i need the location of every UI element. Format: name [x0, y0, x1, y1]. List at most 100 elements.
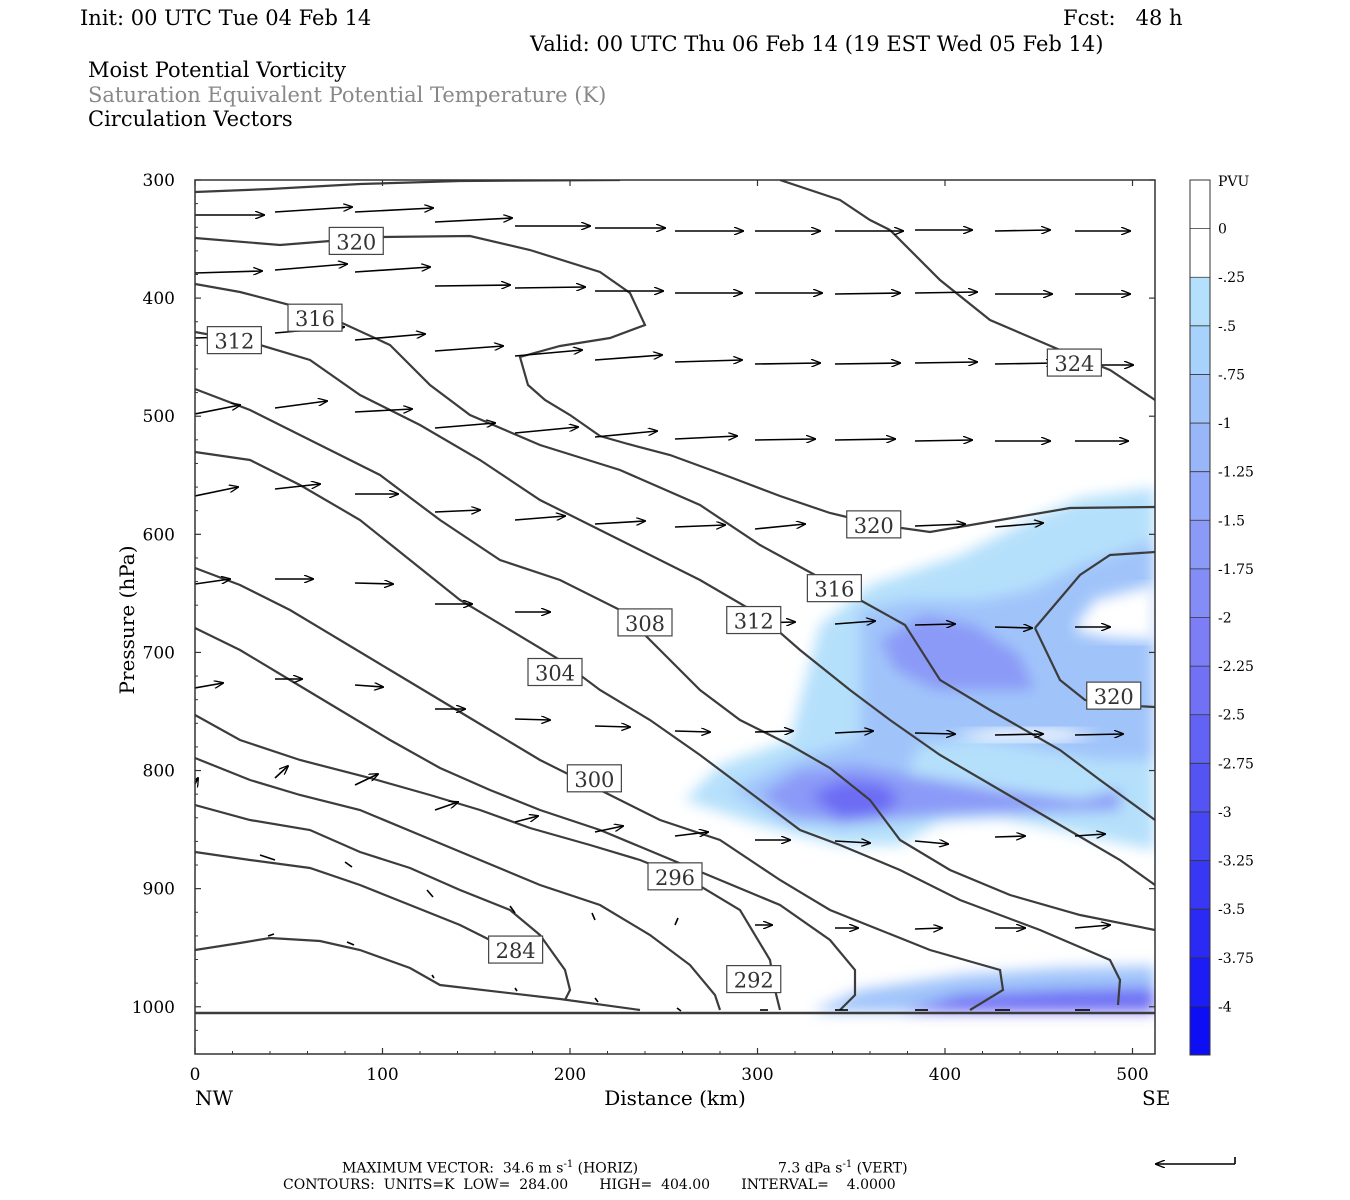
circulation-vector — [426, 889, 434, 898]
field-title-vectors: Circulation Vectors — [88, 107, 293, 131]
colorbar-swatch — [1190, 180, 1210, 230]
pv-region-strong-upper — [880, 615, 1035, 690]
contour-label-box — [726, 605, 782, 635]
colorbar-label: -3.25 — [1218, 854, 1254, 870]
colorbar-swatch — [1190, 811, 1210, 862]
contour-label: 316 — [295, 307, 335, 331]
circulation-vector — [594, 726, 630, 727]
circulation-vector — [834, 439, 895, 440]
circulation-vector — [514, 816, 538, 823]
x-axis-right-label: SE — [1142, 1086, 1170, 1110]
circulation-vector — [195, 683, 223, 689]
circulation-vector — [344, 861, 353, 868]
plot-frame — [194, 179, 1156, 1055]
circulation-vector — [676, 1007, 682, 1012]
x-tick-label: 400 — [929, 1065, 961, 1085]
circulation-vector — [1074, 834, 1105, 836]
circulation-vector — [834, 731, 873, 733]
circulation-vector — [994, 836, 1025, 837]
circulation-vector — [754, 439, 815, 440]
field-title-thetae: Saturation Equivalent Potential Temperat… — [88, 83, 607, 107]
y-tick-label: 400 — [143, 289, 175, 309]
circulation-vector — [434, 510, 480, 512]
contour-label: 324 — [1054, 352, 1094, 376]
circulation-vector — [274, 484, 320, 490]
circulation-vector — [514, 427, 578, 434]
circulation-vector — [834, 363, 900, 364]
contour-label-box — [488, 935, 544, 964]
circulation-vector — [434, 218, 512, 223]
colorbar-label: -2.25 — [1218, 659, 1254, 675]
contour-line — [779, 180, 891, 231]
circulation-vector — [434, 346, 503, 352]
pv-shading — [685, 488, 1155, 1012]
contour-label-box — [287, 303, 343, 332]
colorbar-swatch — [1190, 714, 1210, 764]
colorbar-swatch — [1190, 666, 1210, 716]
circulation-vector — [509, 905, 516, 914]
contour-line — [1034, 550, 1155, 629]
max-vector-vert-line: 7.3 dPa s-1 (VERT) — [778, 1157, 908, 1177]
circulation-vector — [754, 731, 793, 732]
contour-line — [195, 850, 531, 963]
circulation-vector — [1074, 734, 1123, 735]
colorbar-swatch — [1190, 909, 1210, 959]
contour-line — [195, 450, 1122, 1006]
circulation-vector — [994, 523, 1043, 528]
x-axis-title: Distance (km) — [604, 1086, 746, 1110]
forecast-hour: Fcst: 48 h — [1063, 6, 1183, 30]
circulation-vector — [674, 832, 708, 836]
valid-time: Valid: 00 UTC Thu 06 Feb 14 (19 EST Wed … — [530, 32, 1104, 56]
circulation-vector — [354, 583, 393, 584]
circulation-vector — [274, 766, 288, 779]
y-tick-label: 500 — [143, 407, 175, 427]
circulation-vectors — [195, 207, 1133, 1012]
circulation-vector — [354, 774, 378, 786]
colorbar-label: -.75 — [1218, 367, 1245, 383]
colorbar-label: -.5 — [1218, 319, 1236, 335]
max-vector-horiz: 34.6 m s — [502, 1160, 564, 1177]
circulation-vector — [354, 685, 383, 687]
max-vector-vert: 7.3 dPa s — [778, 1160, 843, 1177]
contour-label-box — [846, 510, 902, 539]
contour-label-box — [806, 574, 862, 603]
colorbar: PVU 0 -.25 -.5 -.75 -1 -1.25 -1.5 -1.75 -2 -2.25 -2… — [1189, 174, 1254, 1056]
circulation-vector — [591, 912, 596, 921]
colorbar-swatch — [1190, 1006, 1210, 1056]
colorbar-label: -2 — [1218, 611, 1232, 627]
contour-line — [195, 330, 1155, 886]
circulation-vector — [594, 355, 662, 361]
contour-label-box — [647, 862, 703, 891]
colorbar-swatch — [1190, 568, 1210, 618]
circulation-vector — [514, 987, 518, 992]
contour-labels: 320 316 312 324 320 316 308 312 304 320 300 296 284 2… — [206, 226, 1142, 994]
circulation-vector — [354, 409, 412, 412]
circulation-vector — [914, 928, 942, 929]
circulation-vector — [914, 841, 948, 844]
y-tick-label: 700 — [143, 643, 175, 663]
y-tick-label: 300 — [143, 171, 175, 191]
contour-label-box — [617, 608, 673, 637]
x-tick-label: 500 — [1116, 1065, 1148, 1085]
circulation-vector — [1074, 925, 1110, 928]
circulation-vector — [594, 431, 657, 438]
max-vector-line: MAXIMUM VECTOR: 34.6 m s-1 (HORIZ) — [342, 1157, 638, 1177]
circulation-vector — [914, 440, 972, 441]
colorbar-label: 0 — [1218, 222, 1227, 238]
contour-label-box — [206, 326, 262, 355]
circulation-vector — [914, 624, 955, 625]
contour-line — [195, 627, 857, 1011]
circulation-vector — [674, 360, 742, 362]
contour-line — [195, 714, 782, 1011]
circulation-vector — [914, 292, 977, 293]
contour-label: 300 — [574, 768, 614, 792]
colorbar-swatch — [1190, 763, 1210, 813]
circulation-vector — [354, 267, 430, 273]
contour-line — [195, 387, 1155, 932]
x-tick-label: 300 — [741, 1065, 773, 1085]
contour-label: 316 — [814, 578, 854, 602]
contour-label-box — [328, 226, 384, 256]
contour-label-box — [726, 964, 782, 994]
x-axis-left-label: NW — [195, 1086, 234, 1110]
